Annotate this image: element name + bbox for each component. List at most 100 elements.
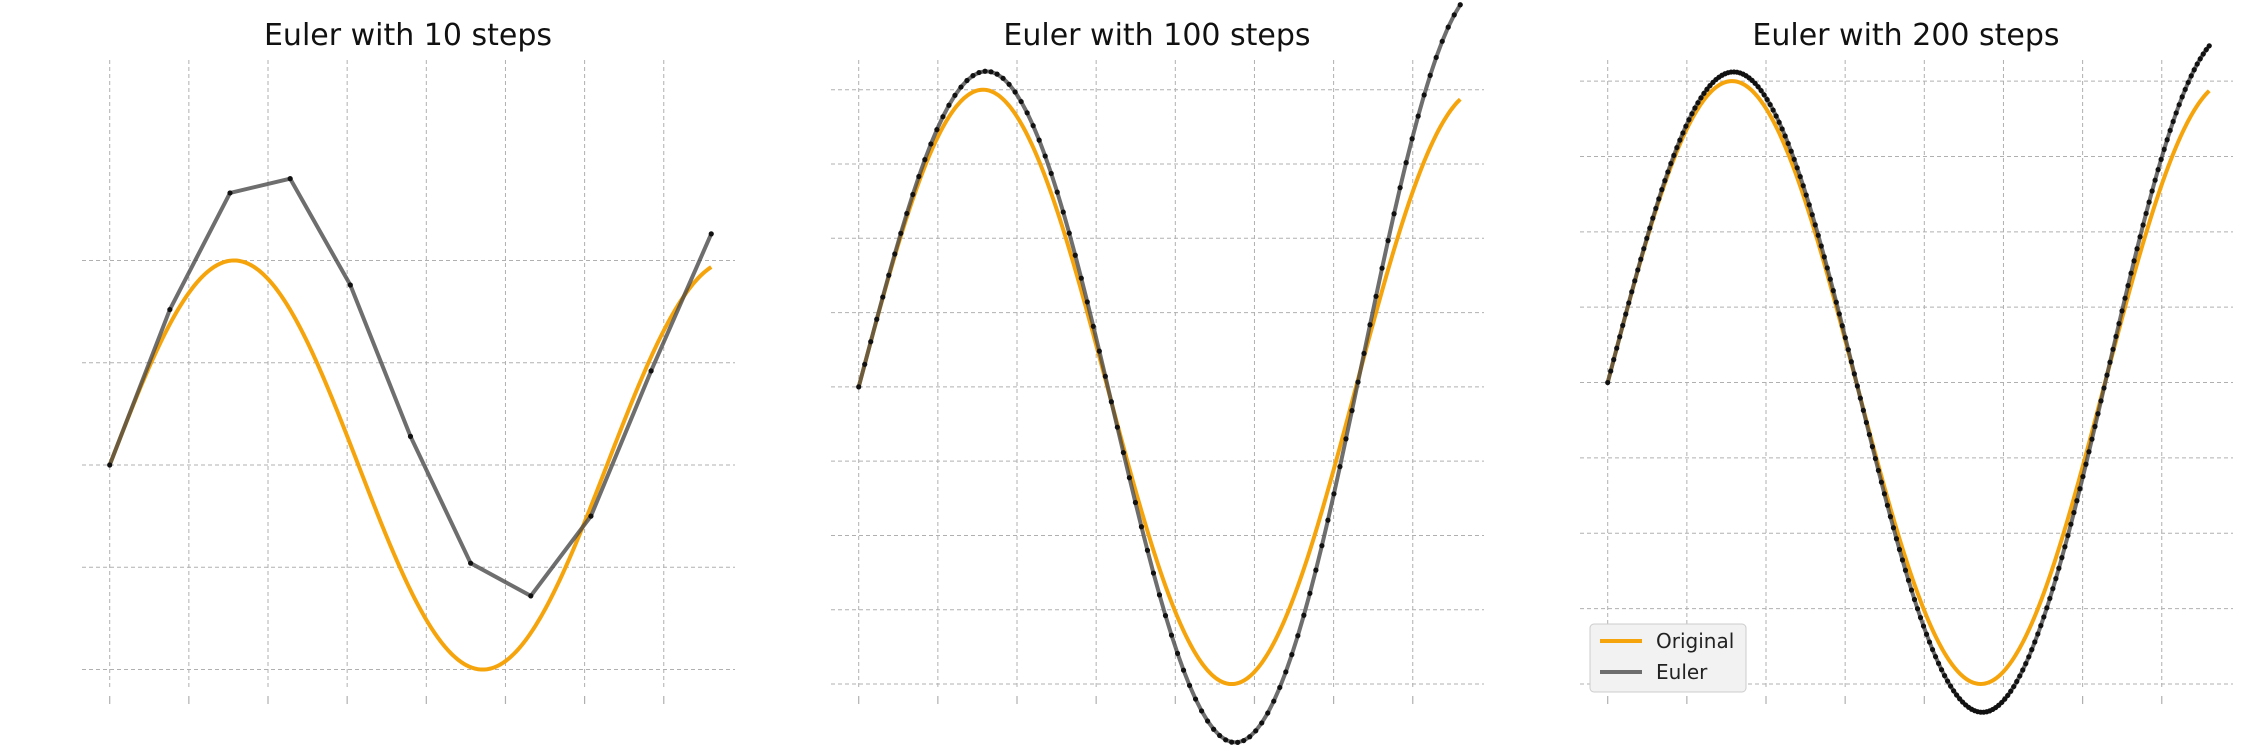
euler-point-89 xyxy=(1391,211,1397,217)
euler-point-86 xyxy=(1373,293,1379,299)
euler-point-69 xyxy=(1271,698,1277,704)
euler-point-59 xyxy=(1782,133,1788,139)
euler-point-29 xyxy=(1692,105,1698,111)
euler-point-93 xyxy=(1884,502,1891,508)
euler-point-51 xyxy=(1162,613,1169,619)
euler-point-160 xyxy=(2086,449,2092,455)
euler-point-83 xyxy=(1355,379,1361,385)
euler-point-81 xyxy=(1848,359,1854,365)
euler-point-58 xyxy=(1205,718,1211,724)
euler-point-67 xyxy=(1259,720,1265,726)
euler-point-46 xyxy=(1132,499,1139,506)
euler-point-76 xyxy=(1833,299,1839,305)
euler-point-88 xyxy=(1385,238,1391,244)
euler-point-56 xyxy=(1773,113,1779,119)
euler-point-115 xyxy=(1951,688,1957,694)
euler-point-40 xyxy=(1096,348,1102,354)
euler-point-131 xyxy=(1999,699,2005,706)
euler-point-157 xyxy=(2077,486,2083,492)
euler-point-91 xyxy=(1878,479,1885,485)
euler-point-6 xyxy=(1623,311,1629,317)
euler-point-153 xyxy=(2065,532,2071,539)
euler-point-31 xyxy=(1042,153,1048,159)
euler-point-28 xyxy=(1024,110,1030,116)
euler-point-176 xyxy=(2134,246,2140,252)
euler-point-184 xyxy=(2158,156,2164,162)
euler-point-139 xyxy=(2023,661,2029,667)
euler-point-74 xyxy=(1301,612,1307,618)
euler-point-166 xyxy=(2104,372,2110,378)
euler-point-92 xyxy=(1409,136,1415,142)
euler-point-87 xyxy=(1379,265,1385,271)
euler-point-110 xyxy=(1935,660,1942,666)
euler-point-1 xyxy=(1608,368,1614,374)
euler-point-9 xyxy=(648,368,654,374)
euler-point-52 xyxy=(1761,92,1767,98)
euler-point-149 xyxy=(2053,576,2059,582)
euler-point-73 xyxy=(1824,265,1830,271)
euler-point-82 xyxy=(1349,408,1355,414)
euler-point-61 xyxy=(1788,148,1794,154)
euler-point-116 xyxy=(1954,692,1960,698)
panel-1-title: Euler with 10 steps xyxy=(264,18,552,53)
euler-point-146 xyxy=(2044,605,2050,611)
euler-point-43 xyxy=(1114,424,1120,430)
euler-point-10 xyxy=(1635,267,1641,273)
euler-point-92 xyxy=(1881,491,1888,497)
euler-point-77 xyxy=(1319,543,1325,549)
euler-point-197 xyxy=(2197,56,2203,62)
euler-point-84 xyxy=(1857,395,1863,401)
euler-point-195 xyxy=(2191,67,2197,73)
euler-point-164 xyxy=(2098,398,2104,404)
euler-point-2 xyxy=(227,190,233,196)
euler-point-44 xyxy=(1120,449,1126,456)
euler-point-190 xyxy=(2176,102,2182,108)
euler-point-9 xyxy=(910,191,916,198)
euler-point-24 xyxy=(1000,75,1006,81)
euler-point-64 xyxy=(1241,737,1247,744)
euler-point-1 xyxy=(862,361,868,367)
euler-point-140 xyxy=(2026,654,2032,660)
euler-point-6 xyxy=(468,560,474,566)
euler-point-30 xyxy=(1036,137,1042,143)
euler-point-58 xyxy=(1779,126,1785,132)
euler-point-71 xyxy=(1283,669,1289,675)
euler-point-31 xyxy=(1698,95,1704,101)
euler-point-0 xyxy=(856,384,862,390)
euler-point-57 xyxy=(1198,708,1205,714)
euler-point-22 xyxy=(988,69,994,75)
euler-point-79 xyxy=(1842,335,1848,341)
euler-point-87 xyxy=(1866,431,1872,438)
euler-point-6 xyxy=(892,251,898,257)
euler-point-48 xyxy=(1144,547,1151,553)
euler-point-117 xyxy=(1957,696,1963,702)
panel-3-title: Euler with 200 steps xyxy=(1752,18,2059,53)
euler-point-49 xyxy=(1752,80,1758,86)
euler-point-62 xyxy=(1791,156,1797,162)
euler-point-25 xyxy=(1006,81,1012,87)
euler-point-163 xyxy=(2095,411,2101,417)
euler-point-18 xyxy=(964,77,970,84)
euler-point-24 xyxy=(1677,137,1683,143)
euler-point-104 xyxy=(1917,614,1924,621)
euler-point-42 xyxy=(1108,399,1114,405)
euler-point-174 xyxy=(2128,270,2134,276)
euler-point-63 xyxy=(1235,739,1241,745)
euler-point-27 xyxy=(1018,98,1024,105)
euler-point-182 xyxy=(2152,177,2158,183)
euler-point-100 xyxy=(1457,2,1463,8)
euler-point-85 xyxy=(1860,407,1866,413)
euler-point-22 xyxy=(1671,152,1677,158)
euler-point-185 xyxy=(2161,146,2167,152)
euler-point-10 xyxy=(708,231,714,237)
euler-point-138 xyxy=(2020,667,2026,673)
euler-point-26 xyxy=(1683,123,1689,129)
series-original-line xyxy=(107,258,713,672)
euler-point-99 xyxy=(1451,12,1457,18)
euler-point-161 xyxy=(2089,436,2095,442)
euler-point-19 xyxy=(970,73,976,79)
euler-point-75 xyxy=(1830,288,1836,294)
legend-label-original: Original xyxy=(1656,629,1734,653)
